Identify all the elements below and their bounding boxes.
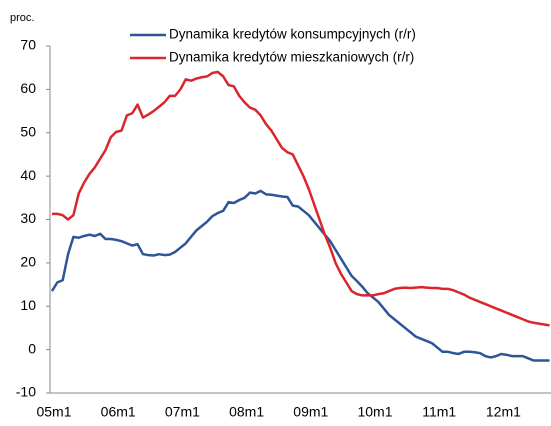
- x-tick-label: 12m1: [486, 404, 521, 420]
- y-tick-label: 20: [20, 254, 36, 270]
- legend-label: Dynamika kredytów konsumpcyjnych (r/r): [169, 27, 416, 42]
- y-tick-label: 70: [20, 37, 36, 53]
- y-tick-label: 60: [20, 80, 36, 96]
- x-tick-label: 06m1: [101, 404, 136, 420]
- y-tick-label: 0: [28, 340, 36, 356]
- series-line: [50, 189, 550, 362]
- y-tick-label: 30: [20, 210, 36, 226]
- x-tick-label: 11m1: [422, 404, 456, 420]
- legend-label: Dynamika kredytów mieszkaniowych (r/r): [169, 50, 414, 65]
- x-tick-label: 09m1: [293, 404, 328, 420]
- x-tick-label: 08m1: [229, 404, 264, 420]
- x-tick-label: 05m1: [36, 404, 71, 420]
- y-tick-label: 50: [20, 123, 36, 139]
- x-tick-label: 10m1: [357, 404, 392, 420]
- y-tick-label: 10: [20, 297, 36, 313]
- y-tick-label: -10: [16, 384, 36, 400]
- y-tick-label: 40: [20, 167, 36, 183]
- x-tick-label: 07m1: [165, 404, 200, 420]
- series-line: [52, 70, 550, 327]
- y-axis-label: proc.: [10, 12, 34, 24]
